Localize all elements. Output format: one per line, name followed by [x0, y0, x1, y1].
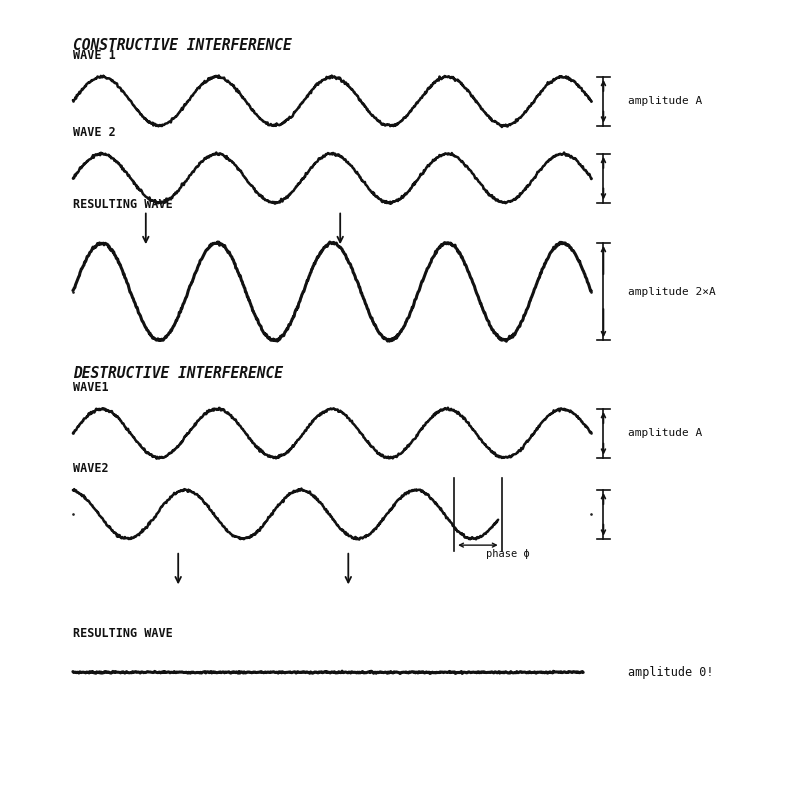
Text: amplitude 0!: amplitude 0! — [628, 666, 714, 679]
Text: CONSTRUCTIVE INTERFERENCE: CONSTRUCTIVE INTERFERENCE — [73, 37, 292, 53]
Text: WAVE1: WAVE1 — [73, 382, 109, 394]
Text: WAVE 2: WAVE 2 — [73, 126, 116, 139]
Text: RESULTING WAVE: RESULTING WAVE — [73, 627, 173, 640]
Text: DESTRUCTIVE INTERFERENCE: DESTRUCTIVE INTERFERENCE — [73, 365, 283, 381]
Text: phase ϕ: phase ϕ — [486, 549, 530, 559]
Text: WAVE2: WAVE2 — [73, 463, 109, 475]
Text: RESULTING WAVE: RESULTING WAVE — [73, 198, 173, 211]
Text: WAVE 1: WAVE 1 — [73, 49, 116, 62]
Text: amplitude 2×A: amplitude 2×A — [628, 287, 715, 296]
Text: amplitude A: amplitude A — [628, 428, 702, 438]
Text: amplitude A: amplitude A — [628, 96, 702, 106]
